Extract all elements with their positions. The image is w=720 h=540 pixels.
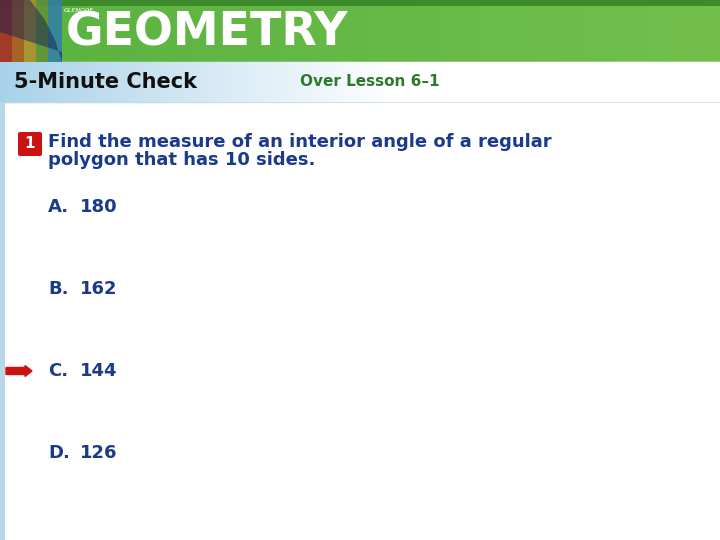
FancyBboxPatch shape: [36, 0, 48, 62]
Text: Over Lesson 6–1: Over Lesson 6–1: [300, 75, 440, 90]
Text: 126: 126: [80, 444, 117, 462]
FancyBboxPatch shape: [0, 102, 720, 540]
Text: 1: 1: [24, 137, 35, 152]
Text: 144: 144: [80, 362, 117, 380]
FancyBboxPatch shape: [12, 0, 24, 62]
Text: 162: 162: [80, 280, 117, 298]
Text: C.: C.: [48, 362, 68, 380]
Text: B.: B.: [48, 280, 68, 298]
FancyBboxPatch shape: [18, 132, 42, 156]
FancyBboxPatch shape: [0, 0, 720, 6]
FancyBboxPatch shape: [0, 0, 12, 62]
FancyBboxPatch shape: [24, 0, 36, 62]
FancyBboxPatch shape: [48, 0, 62, 62]
Polygon shape: [0, 0, 62, 62]
FancyArrow shape: [6, 366, 32, 376]
Text: polygon that has 10 sides.: polygon that has 10 sides.: [48, 151, 315, 169]
Text: D.: D.: [48, 444, 70, 462]
Text: 5-Minute Check: 5-Minute Check: [14, 72, 197, 92]
Text: A.: A.: [48, 198, 69, 216]
Text: 180: 180: [80, 198, 117, 216]
FancyBboxPatch shape: [0, 0, 62, 62]
Text: Find the measure of an interior angle of a regular: Find the measure of an interior angle of…: [48, 133, 552, 151]
FancyBboxPatch shape: [0, 102, 5, 540]
Text: GLENCOE: GLENCOE: [64, 8, 94, 13]
Text: GEOMETRY: GEOMETRY: [66, 10, 348, 56]
